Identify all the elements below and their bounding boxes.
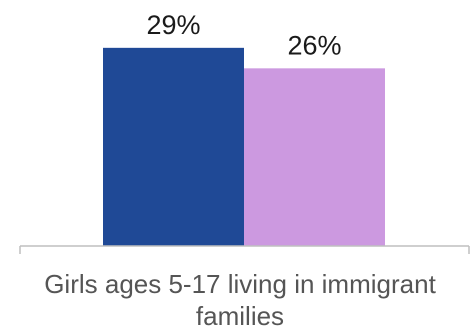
- data-label-2: 26%: [287, 30, 341, 60]
- x-axis: [19, 245, 470, 254]
- data-labels-group: 29% 26%: [146, 10, 341, 61]
- x-category-label: Girls ages 5-17 living in immigrant fami…: [44, 269, 436, 331]
- bar-2: [244, 68, 385, 246]
- bar-1: [103, 47, 244, 247]
- data-label-1: 29%: [146, 10, 200, 40]
- bars-group: [103, 47, 385, 247]
